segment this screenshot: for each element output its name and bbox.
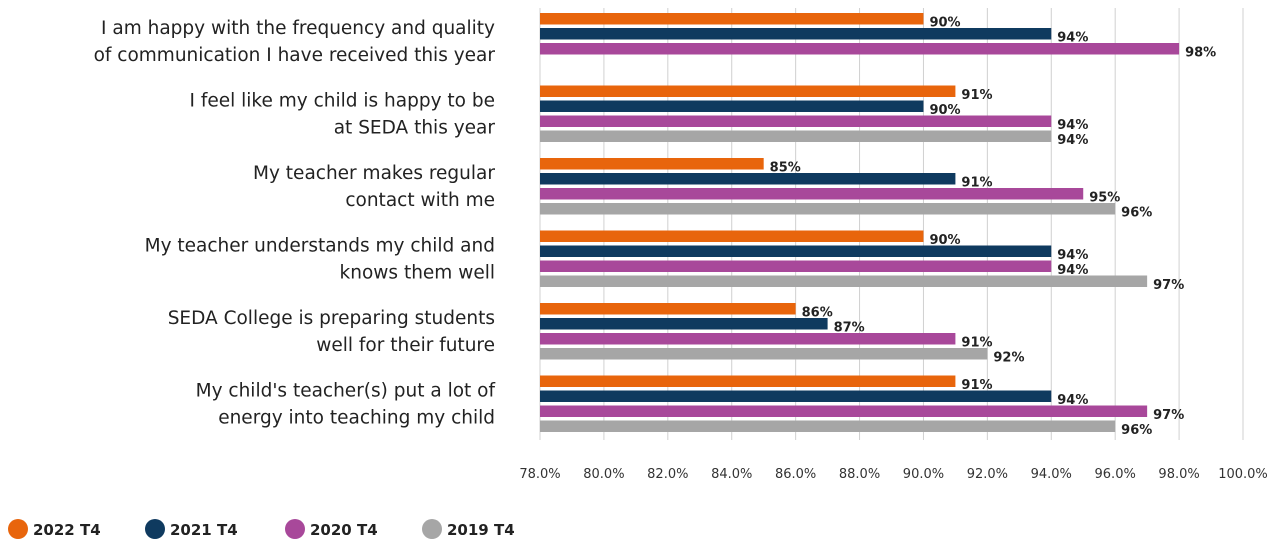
bar-2019-t4 [540, 275, 1148, 287]
data-label: 94% [1057, 248, 1088, 263]
category-label: My teacher makes regular [253, 163, 495, 184]
data-label: 97% [1153, 408, 1184, 423]
bar-2021-t4 [540, 28, 1052, 40]
value-labels: 90%94%98%91%90%94%94%85%91%95%96%90%94%9… [770, 16, 1217, 439]
category-labels: I am happy with the frequency and qualit… [94, 18, 496, 429]
data-label: 91% [961, 88, 992, 103]
bar-2020-t4 [540, 188, 1084, 200]
legend-item: 2021 T4 [145, 519, 238, 539]
x-tick-label: 88.0% [839, 467, 880, 482]
bar-2022-t4 [540, 230, 924, 242]
bar-2020-t4 [540, 405, 1148, 417]
legend: 2022 T4 2021 T4 2020 T4 2019 T4 [8, 519, 515, 539]
bar-2022-t4 [540, 13, 924, 25]
legend-marker [145, 519, 165, 539]
gridlines [539, 8, 1244, 440]
data-label: 90% [929, 16, 960, 31]
bar-2021-t4 [540, 100, 924, 112]
category-label: knows them well [340, 262, 495, 283]
category-label: I feel like my child is happy to be [190, 90, 496, 111]
x-tick-label: 100.0% [1218, 467, 1268, 482]
x-tick-label: 92.0% [967, 467, 1008, 482]
x-tick-label: 98.0% [1158, 467, 1199, 482]
legend-marker [285, 519, 305, 539]
bar-2020-t4 [540, 115, 1052, 127]
legend-item: 2020 T4 [285, 519, 378, 539]
legend-label: 2022 T4 [33, 521, 101, 539]
category-label: contact with me [345, 190, 495, 211]
bar-2019-t4 [540, 420, 1116, 432]
bar-2021-t4 [540, 390, 1052, 402]
legend-label: 2020 T4 [310, 521, 378, 539]
category-label: SEDA College is preparing students [168, 308, 495, 329]
data-label: 95% [1089, 191, 1120, 206]
category-label: energy into teaching my child [218, 407, 495, 428]
bar-2022-t4 [540, 303, 796, 315]
data-label: 96% [1121, 206, 1152, 221]
category-label: My teacher understands my child and [145, 235, 495, 256]
data-label: 94% [1057, 31, 1088, 46]
x-tick-label: 84.0% [711, 467, 752, 482]
category-label: My child's teacher(s) put a lot of [196, 380, 496, 401]
data-label: 94% [1057, 118, 1088, 133]
x-tick-label: 78.0% [519, 467, 560, 482]
data-label: 90% [929, 103, 960, 118]
data-label: 87% [834, 321, 865, 336]
x-tick-label: 80.0% [583, 467, 624, 482]
data-label: 96% [1121, 423, 1152, 438]
legend-marker [8, 519, 28, 539]
category-label: I am happy with the frequency and qualit… [101, 18, 495, 39]
bar-2022-t4 [540, 375, 956, 387]
legend-item: 2022 T4 [8, 519, 101, 539]
bars [540, 13, 1180, 432]
data-label: 90% [929, 233, 960, 248]
bar-2019-t4 [540, 348, 988, 360]
data-label: 94% [1057, 263, 1088, 278]
data-label: 94% [1057, 133, 1088, 148]
x-tick-label: 96.0% [1095, 467, 1136, 482]
bar-2020-t4 [540, 43, 1180, 55]
legend-label: 2021 T4 [170, 521, 238, 539]
category-label: well for their future [316, 335, 495, 356]
bar-2022-t4 [540, 158, 764, 170]
data-label: 85% [770, 161, 801, 176]
data-label: 98% [1185, 46, 1216, 61]
category-label: of communication I have received this ye… [94, 45, 496, 66]
bar-2022-t4 [540, 85, 956, 97]
x-tick-label: 82.0% [647, 467, 688, 482]
category-label: at SEDA this year [334, 117, 496, 138]
x-tick-label: 94.0% [1031, 467, 1072, 482]
legend-item: 2019 T4 [422, 519, 515, 539]
data-label: 86% [802, 306, 833, 321]
legend-marker [422, 519, 442, 539]
bar-2021-t4 [540, 173, 956, 185]
bar-2019-t4 [540, 203, 1116, 215]
bar-2021-t4 [540, 318, 828, 330]
bar-2021-t4 [540, 245, 1052, 257]
data-label: 91% [961, 378, 992, 393]
data-label: 97% [1153, 278, 1184, 293]
bar-2020-t4 [540, 260, 1052, 272]
data-label: 92% [993, 351, 1024, 366]
x-tick-label: 86.0% [775, 467, 816, 482]
x-tick-label: 90.0% [903, 467, 944, 482]
data-label: 91% [961, 336, 992, 351]
x-axis-ticks: 78.0% 80.0% 82.0% 84.0% 86.0% 88.0% 90.0% 92.0%… [519, 467, 1267, 482]
bar-2020-t4 [540, 333, 956, 345]
legend-label: 2019 T4 [447, 521, 515, 539]
data-label: 94% [1057, 393, 1088, 408]
data-label: 91% [961, 176, 992, 191]
bar-2019-t4 [540, 130, 1052, 142]
